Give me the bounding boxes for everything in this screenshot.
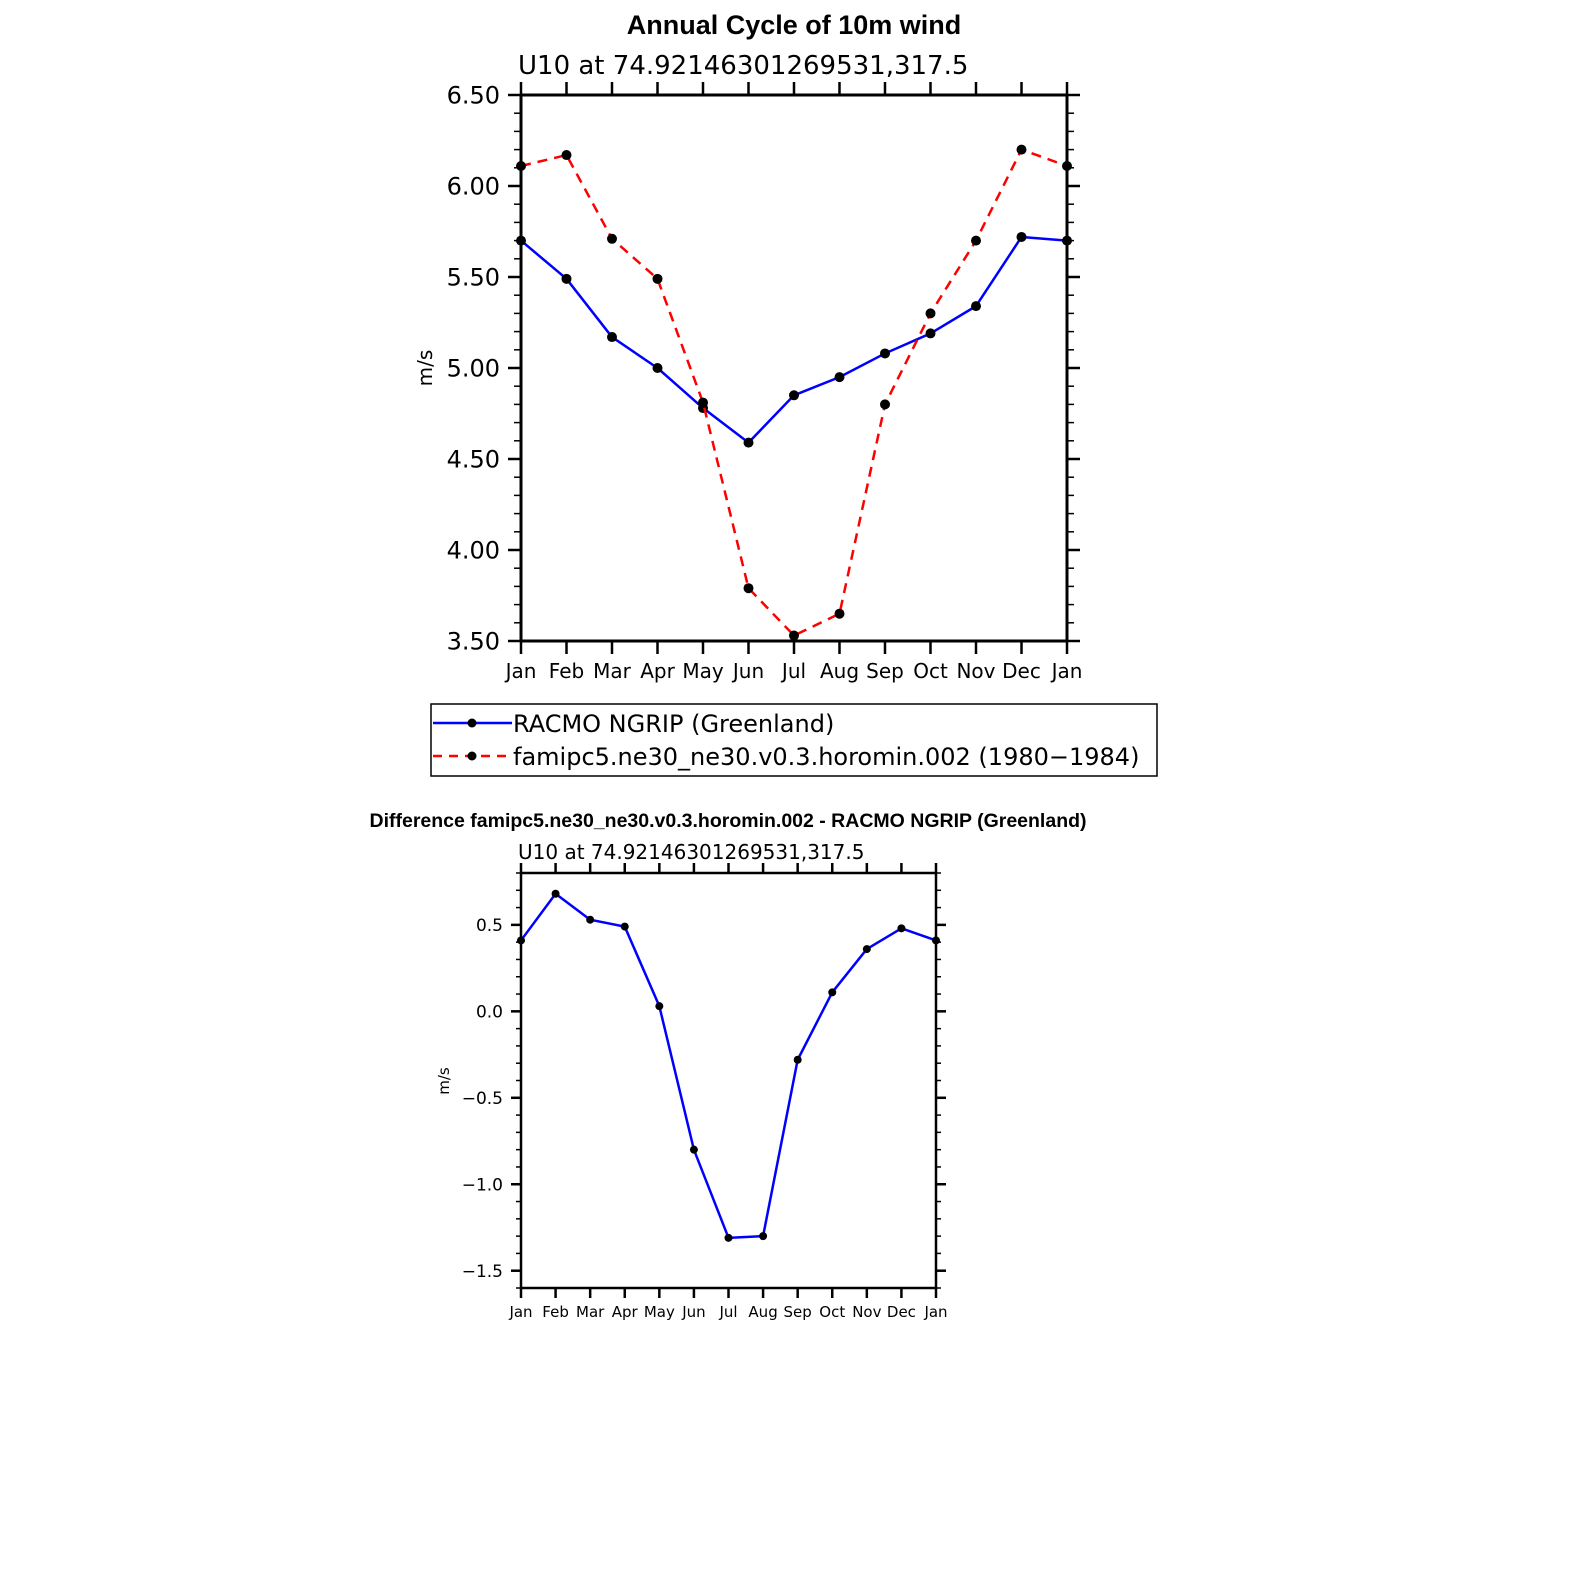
legend-box [430, 703, 1158, 777]
diff-series-line-0 [519, 892, 937, 1240]
data-point [925, 328, 936, 339]
y-tick-label: 6.00 [447, 173, 500, 201]
y-tick-label: 4.00 [447, 537, 500, 565]
x-tick-label: Jan [1050, 659, 1083, 683]
chart-subtitle: U10 at 74.92146301269531,317.5 [518, 51, 968, 81]
legend-entry-racmo: RACMO NGRIP (Greenland) [433, 710, 834, 738]
data-point [652, 273, 663, 284]
legend-marker-model [467, 751, 477, 761]
diff-data-point [724, 1233, 733, 1242]
data-point [1016, 144, 1027, 155]
diff-data-point [689, 1145, 698, 1154]
x-tick-label: Jul [780, 659, 806, 683]
x-tick-label: Apr [640, 659, 675, 683]
data-point [789, 390, 799, 401]
diff-y-tick-label: −1.5 [462, 1262, 503, 1282]
data-point [652, 363, 663, 373]
x-tick-label: Mar [593, 659, 632, 683]
data-point [880, 399, 890, 410]
data-point [880, 348, 890, 359]
chart-title: Annual Cycle of 10m wind [627, 10, 962, 40]
legend: RACMO NGRIP (Greenland) famipc5.ne30_ne3… [430, 703, 1158, 777]
diff-x-tick-label: Oct [819, 1303, 845, 1321]
x-tick-label: Aug [820, 659, 859, 683]
x-tick-label: Oct [913, 659, 948, 683]
y-axis-label: m/s [413, 350, 437, 387]
diff-data-point [759, 1232, 768, 1241]
series-line-0 [520, 235, 1068, 444]
diff-plot-frame [519, 871, 938, 1290]
diff-chart-title: Difference famipc5.ne30_ne30.v0.3.horomi… [369, 810, 1086, 832]
diff-x-tick-label: Feb [542, 1303, 569, 1321]
legend-label-racmo: RACMO NGRIP (Greenland) [513, 710, 834, 738]
diff-x-tick-label: Jul [718, 1303, 737, 1321]
diff-y-tick-label: 0.0 [476, 1002, 503, 1022]
data-point [561, 273, 572, 284]
diff-x-tick-label: Jan [923, 1303, 947, 1321]
y-tick-label: 4.50 [447, 446, 500, 474]
x-tick-label: Sep [866, 659, 904, 683]
x-tick-label: Nov [956, 659, 995, 683]
diff-data-point [620, 922, 629, 931]
diff-data-point [793, 1055, 802, 1064]
legend-entry-model: famipc5.ne30_ne30.v0.3.horomin.002 (1980… [433, 743, 1139, 771]
x-tick-label: Jun [731, 659, 764, 683]
x-tick-label: Feb [549, 659, 584, 683]
data-point [789, 630, 799, 641]
diff-x-tick-label: Apr [612, 1303, 639, 1321]
data-point [1016, 231, 1027, 242]
difference-chart: Difference famipc5.ne30_ne30.v0.3.horomi… [369, 810, 1086, 1321]
data-point [698, 397, 708, 408]
diff-x-tick-label: Aug [748, 1303, 777, 1321]
y-tick-label: 5.00 [447, 355, 500, 383]
diff-x-tick-label: Jun [681, 1303, 705, 1321]
diff-data-point [862, 945, 871, 954]
data-point [834, 372, 845, 383]
plot-frame [519, 93, 1069, 643]
x-tick-label: Jan [504, 659, 537, 683]
y-tick-label: 6.50 [447, 82, 500, 110]
annual-cycle-chart: Annual Cycle of 10m wind U10 at 74.92146… [413, 10, 1082, 683]
data-point [971, 301, 981, 312]
diff-y-tick-label: −1.0 [462, 1175, 503, 1195]
data-point [971, 235, 981, 246]
diff-x-tick-label: Dec [887, 1303, 916, 1321]
diff-x-tick-label: Nov [852, 1303, 881, 1321]
y-tick-label: 5.50 [447, 264, 500, 292]
y-tick-label: 3.50 [447, 628, 500, 656]
diff-data-point [655, 1002, 664, 1011]
diff-x-tick-label: Mar [576, 1303, 605, 1321]
data-point [743, 437, 754, 448]
diff-data-point [828, 988, 837, 997]
data-point [925, 308, 936, 319]
legend-marker-racmo [467, 718, 477, 728]
x-tick-label: Dec [1002, 659, 1041, 683]
legend-label-model: famipc5.ne30_ne30.v0.3.horomin.002 (1980… [513, 743, 1139, 771]
diff-x-tick-label: May [644, 1303, 675, 1321]
x-tick-label: May [682, 659, 724, 683]
diff-chart-subtitle: U10 at 74.92146301269531,317.5 [518, 840, 864, 864]
data-point [607, 332, 617, 343]
diff-y-tick-label: −0.5 [462, 1089, 503, 1109]
data-point [834, 608, 845, 619]
diff-data-point [586, 915, 595, 924]
diff-data-point [551, 889, 560, 898]
diff-data-point [897, 924, 906, 933]
diff-y-axis-label: m/s [435, 1067, 453, 1095]
data-point [561, 150, 572, 161]
diff-x-tick-label: Jan [508, 1303, 532, 1321]
diff-x-tick-label: Sep [784, 1303, 812, 1321]
data-point [743, 583, 754, 594]
diff-y-tick-label: 0.5 [476, 916, 503, 936]
data-point [607, 233, 617, 244]
